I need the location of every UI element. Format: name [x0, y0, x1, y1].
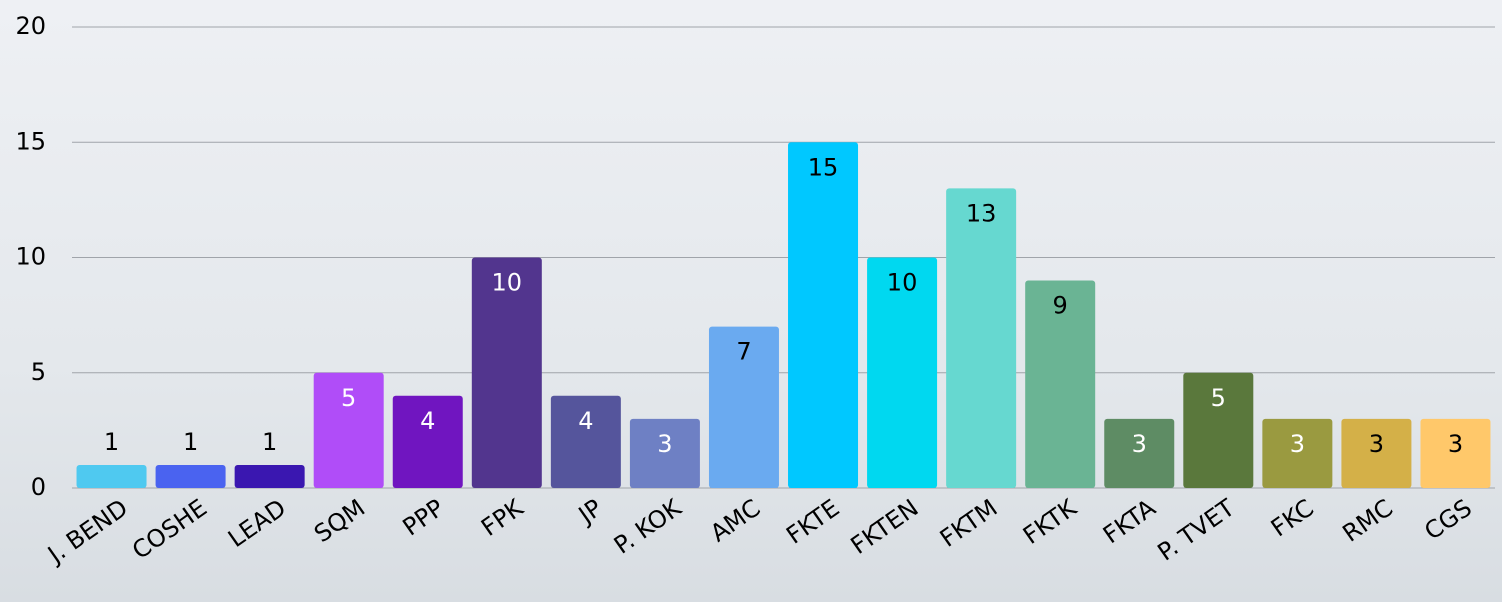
value-label: 10 — [492, 269, 523, 297]
bar — [1104, 418, 1175, 488]
bar — [1341, 418, 1412, 488]
value-label: 3 — [1290, 430, 1305, 458]
value-label: 4 — [578, 407, 593, 435]
bar — [788, 142, 859, 488]
bar — [708, 326, 779, 488]
y-tick-label: 0 — [31, 473, 46, 501]
bar — [313, 372, 384, 488]
value-label: 5 — [341, 384, 356, 412]
y-tick-label: 5 — [31, 358, 46, 386]
value-label: 13 — [966, 199, 997, 227]
value-label: 1 — [104, 428, 119, 456]
value-label: 15 — [808, 153, 839, 181]
value-label: 4 — [420, 407, 435, 435]
bar — [867, 257, 938, 488]
y-tick-label: 20 — [15, 12, 46, 40]
y-tick-label: 10 — [15, 243, 46, 271]
value-label: 3 — [1132, 430, 1147, 458]
value-label: 3 — [657, 430, 672, 458]
value-label: 3 — [1448, 430, 1463, 458]
value-label: 1 — [262, 428, 277, 456]
value-label: 3 — [1369, 430, 1384, 458]
value-label: 1 — [183, 428, 198, 456]
bar — [1262, 418, 1333, 488]
bar — [471, 257, 542, 488]
bar — [629, 418, 700, 488]
bar — [1420, 418, 1491, 488]
y-tick-label: 15 — [15, 127, 46, 155]
value-label: 7 — [736, 338, 751, 366]
bar — [550, 395, 621, 488]
bar — [1183, 372, 1254, 488]
bar — [155, 464, 226, 488]
bar — [946, 188, 1017, 488]
bar — [1025, 280, 1096, 488]
bar — [234, 464, 305, 488]
bar — [76, 464, 147, 488]
value-label: 5 — [1211, 384, 1226, 412]
bar — [392, 395, 463, 488]
value-label: 10 — [887, 269, 918, 297]
value-label: 9 — [1053, 292, 1068, 320]
